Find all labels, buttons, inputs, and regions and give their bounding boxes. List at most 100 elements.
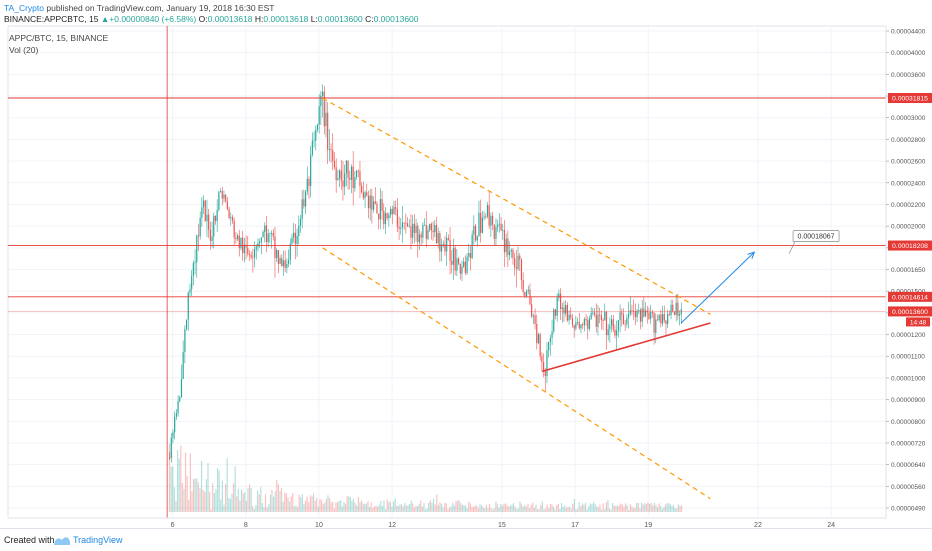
candle-body: [253, 249, 256, 258]
candle-body: [478, 212, 480, 237]
time-tick-label: 10: [315, 522, 323, 528]
level-price-marker-1[interactable]: [888, 92, 932, 103]
volume-bar: [372, 508, 374, 512]
candle-body: [554, 309, 557, 316]
projection-arrow-line[interactable]: [680, 251, 755, 324]
candle-body: [243, 244, 245, 254]
level-price-marker-3[interactable]: [888, 291, 932, 302]
volume-bar: [282, 501, 284, 512]
candle-body: [383, 210, 385, 225]
candle-body: [422, 224, 424, 238]
candle-body: [456, 258, 458, 271]
candle-body: [558, 293, 560, 298]
candle-body: [201, 207, 203, 218]
candle-body: [369, 195, 371, 209]
channel-upper-line[interactable]: [322, 97, 711, 315]
time-axis[interactable]: 6 8 10 12 15 17 19 22 24: [8, 517, 886, 528]
volume-bar: [389, 501, 391, 512]
volume-bar: [431, 502, 433, 512]
volume-bar: [306, 496, 308, 512]
candle-body: [238, 235, 240, 249]
candle-body: [539, 334, 541, 357]
candle-body: [609, 325, 611, 329]
volume-bar: [330, 502, 332, 512]
candle-body: [503, 230, 506, 253]
volume-bar: [250, 488, 252, 512]
volume-bar: [517, 508, 519, 512]
level-price-marker-2[interactable]: [888, 240, 932, 251]
candle-body: [452, 247, 455, 265]
volume-bar: [392, 501, 395, 512]
volume-bar: [543, 509, 545, 512]
support-trend-line[interactable]: [541, 322, 711, 373]
candle-body: [401, 222, 404, 228]
volume-bar: [557, 503, 559, 512]
candle-body: [442, 243, 444, 245]
candle-body: [541, 356, 543, 363]
volume-bar: [466, 508, 468, 512]
volume-bar: [316, 497, 318, 512]
volume-bar: [658, 503, 660, 512]
candle-body: [468, 253, 470, 257]
volume-bar: [669, 504, 671, 512]
target-callout-box[interactable]: [792, 230, 840, 242]
drawings[interactable]: 0.00018067: [322, 97, 840, 500]
time-tick-label: 6: [171, 522, 175, 528]
horizontal-levels[interactable]: [8, 26, 886, 518]
channel-lower-line[interactable]: [322, 247, 711, 500]
volume-bar: [212, 483, 214, 512]
candle-body: [624, 323, 626, 325]
volume-bar: [632, 508, 635, 512]
volume-bar: [610, 509, 612, 512]
candle-body: [565, 304, 567, 314]
candle-body: [247, 247, 249, 254]
candle-body: [371, 195, 373, 210]
candle-body: [213, 215, 215, 237]
volume-bar: [581, 503, 583, 512]
candle-body: [304, 191, 307, 207]
volume-bar: [228, 498, 230, 512]
candle-body: [520, 259, 523, 281]
candle-body: [585, 319, 587, 321]
candle-body: [427, 229, 429, 239]
open-label: O:: [198, 14, 208, 24]
price-chart[interactable]: 0.00018067 0.00004400 0.00004000 0.0000360…: [0, 0, 932, 528]
volume-bar: [514, 506, 516, 512]
candle-body: [614, 329, 616, 336]
volume-bar: [290, 496, 292, 512]
volume-bar: [236, 496, 238, 512]
volume-bar: [356, 505, 358, 512]
price-tick-label: 0.00003600: [891, 72, 926, 79]
candle-body: [206, 214, 208, 222]
price-axis[interactable]: 0.000044000.000040000.000036000.00003200…: [885, 26, 932, 518]
candle-body: [359, 171, 361, 186]
candle-body: [259, 241, 261, 244]
volume-bar: [450, 506, 452, 512]
volume-bar: [252, 506, 254, 512]
candle-body: [616, 330, 618, 336]
candle-body: [480, 212, 482, 233]
candle-body: [208, 214, 210, 230]
candle-body: [194, 262, 196, 264]
volume-bar: [578, 502, 580, 512]
volume-bar: [549, 503, 551, 512]
volume-bar: [189, 453, 191, 512]
volume-bar: [608, 508, 611, 512]
volume-bar: [208, 491, 211, 512]
volume-bar: [525, 506, 527, 512]
price-tick-label: 0.00001000: [891, 375, 926, 382]
volume-bar: [340, 500, 342, 512]
price-tick-label: 0.00000560: [891, 484, 926, 491]
volume-bar: [269, 494, 271, 512]
volume-bar: [245, 501, 247, 512]
tradingview-brand[interactable]: TradingView: [73, 535, 123, 545]
volume-bar: [645, 503, 647, 512]
candle-body: [378, 213, 380, 220]
candle-body: [650, 312, 652, 319]
volume-bar: [551, 504, 553, 512]
price-tick-label: 0.00000490: [891, 506, 926, 513]
last-price-marker[interactable]: [888, 306, 932, 317]
volume-bar: [495, 501, 497, 512]
author-link[interactable]: TA_Crypto: [4, 3, 44, 13]
candle-body: [653, 312, 655, 333]
